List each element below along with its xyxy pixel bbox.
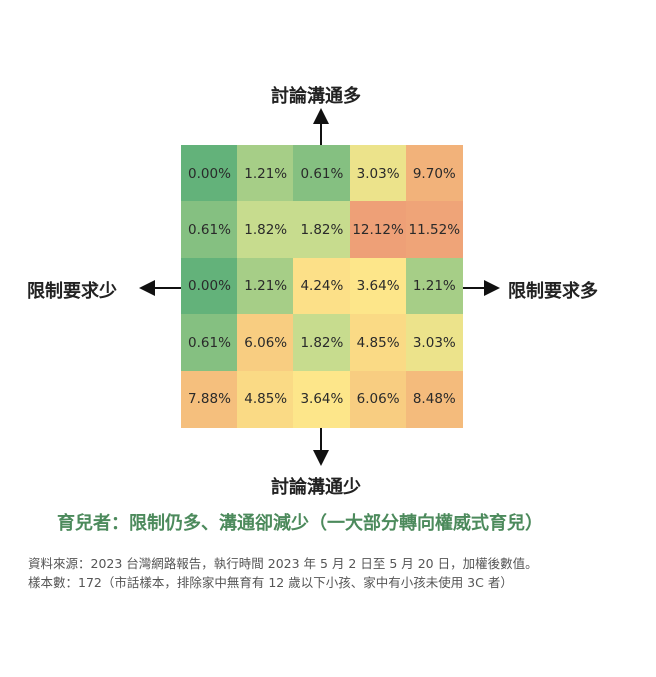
y-axis-top-label: 討論溝通多	[271, 86, 361, 107]
x-axis-right-label: 限制要求多	[508, 281, 598, 302]
heatmap-cell: 3.64%	[349, 257, 407, 315]
heatmap-cell: 0.61%	[293, 145, 351, 202]
y-axis-bottom-label: 討論溝通少	[271, 477, 361, 498]
heatmap-cell: 1.21%	[237, 257, 295, 315]
heatmap-cell: 3.64%	[293, 370, 351, 428]
heatmap-cell: 3.03%	[349, 145, 407, 202]
heatmap-cell: 4.85%	[349, 314, 407, 372]
heatmap-cell: 0.61%	[181, 201, 238, 259]
heatmap-cell: 7.88%	[181, 370, 238, 428]
heatmap-cell: 1.82%	[293, 201, 351, 259]
heatmap-cell: 8.48%	[405, 370, 463, 428]
heatmap-cell: 1.82%	[293, 314, 351, 372]
heatmap-cell: 12.12%	[349, 201, 407, 259]
heatmap-cell: 9.70%	[405, 145, 463, 202]
heatmap-cell: 1.82%	[237, 201, 295, 259]
chart-title: 育兒者：限制仍多、溝通卻減少（一大部分轉向權威式育兒）	[57, 513, 543, 534]
heatmap-cell: 11.52%	[405, 201, 463, 259]
heatmap-cell: 1.21%	[237, 145, 295, 202]
heatmap-cell: 6.06%	[349, 370, 407, 428]
x-axis-left-label: 限制要求少	[27, 281, 117, 302]
heatmap-cell: 1.21%	[405, 257, 463, 315]
heatmap-cell: 0.61%	[181, 314, 238, 372]
heatmap-grid: 0.00% 1.21% 0.61% 3.03% 9.70% 0.61% 1.82% 1.82%…	[181, 145, 463, 428]
source-note: 資料來源：2023 台灣網路報告，執行時間 2023 年 5 月 2 日至 5 …	[28, 556, 538, 571]
heatmap-cell: 6.06%	[237, 314, 295, 372]
heatmap-cell: 4.24%	[293, 257, 351, 315]
heatmap-cell: 0.00%	[181, 257, 238, 315]
heatmap-cell: 3.03%	[405, 314, 463, 372]
sample-note: 樣本數：172（市話樣本，排除家中無育有 12 歲以下小孩、家中有小孩未使用 3…	[28, 575, 513, 590]
heatmap-cell: 0.00%	[181, 145, 238, 202]
heatmap-cell: 4.85%	[237, 370, 295, 428]
